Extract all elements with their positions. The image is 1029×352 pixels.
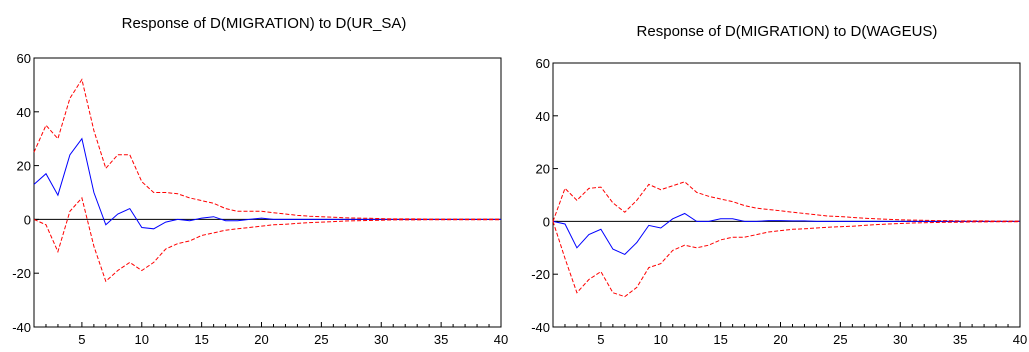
plot-frame xyxy=(552,62,1021,328)
series-line-upper xyxy=(552,181,1020,222)
x-tick-label: 30 xyxy=(374,332,388,347)
chart-title: Response of D(MIGRATION) to D(UR_SA) xyxy=(122,15,407,32)
x-tick-label: 20 xyxy=(254,332,268,347)
x-tick-label: 5 xyxy=(597,332,604,347)
series-line-upper xyxy=(33,78,501,220)
y-tick-label: 20 xyxy=(17,159,31,174)
series-line-lower xyxy=(33,196,501,283)
y-tick-label: -20 xyxy=(12,266,31,281)
x-tick-label: 35 xyxy=(434,332,448,347)
x-tick-label: 20 xyxy=(773,332,787,347)
chart-title: Response of D(MIGRATION) to D(WAGEUS) xyxy=(637,23,938,40)
y-tick-label: 20 xyxy=(536,162,550,177)
y-tick-label: 40 xyxy=(536,109,550,124)
y-tick-label: -40 xyxy=(531,320,550,335)
y-tick-label: 40 xyxy=(17,105,31,120)
y-tick-label: -20 xyxy=(531,267,550,282)
x-tick-label: 25 xyxy=(833,332,847,347)
x-tick-label: 40 xyxy=(494,332,508,347)
y-tick-label: 60 xyxy=(17,51,31,66)
y-tick-label: 0 xyxy=(543,214,550,229)
x-tick-label: 30 xyxy=(893,332,907,347)
x-tick-label: 35 xyxy=(953,332,967,347)
y-tick-label: -40 xyxy=(12,320,31,335)
series-line-response xyxy=(552,212,1020,255)
x-tick-label: 25 xyxy=(314,332,328,347)
x-tick-label: 10 xyxy=(654,332,668,347)
y-tick-label: 60 xyxy=(536,56,550,71)
x-tick-label: 5 xyxy=(78,332,85,347)
x-tick-label: 10 xyxy=(135,332,149,347)
y-tick-label: 0 xyxy=(24,212,31,227)
x-tick-label: 15 xyxy=(194,332,208,347)
x-tick-label: 40 xyxy=(1013,332,1027,347)
plot-frame xyxy=(33,57,502,328)
series-line-lower xyxy=(552,221,1020,298)
x-tick-label: 15 xyxy=(713,332,727,347)
